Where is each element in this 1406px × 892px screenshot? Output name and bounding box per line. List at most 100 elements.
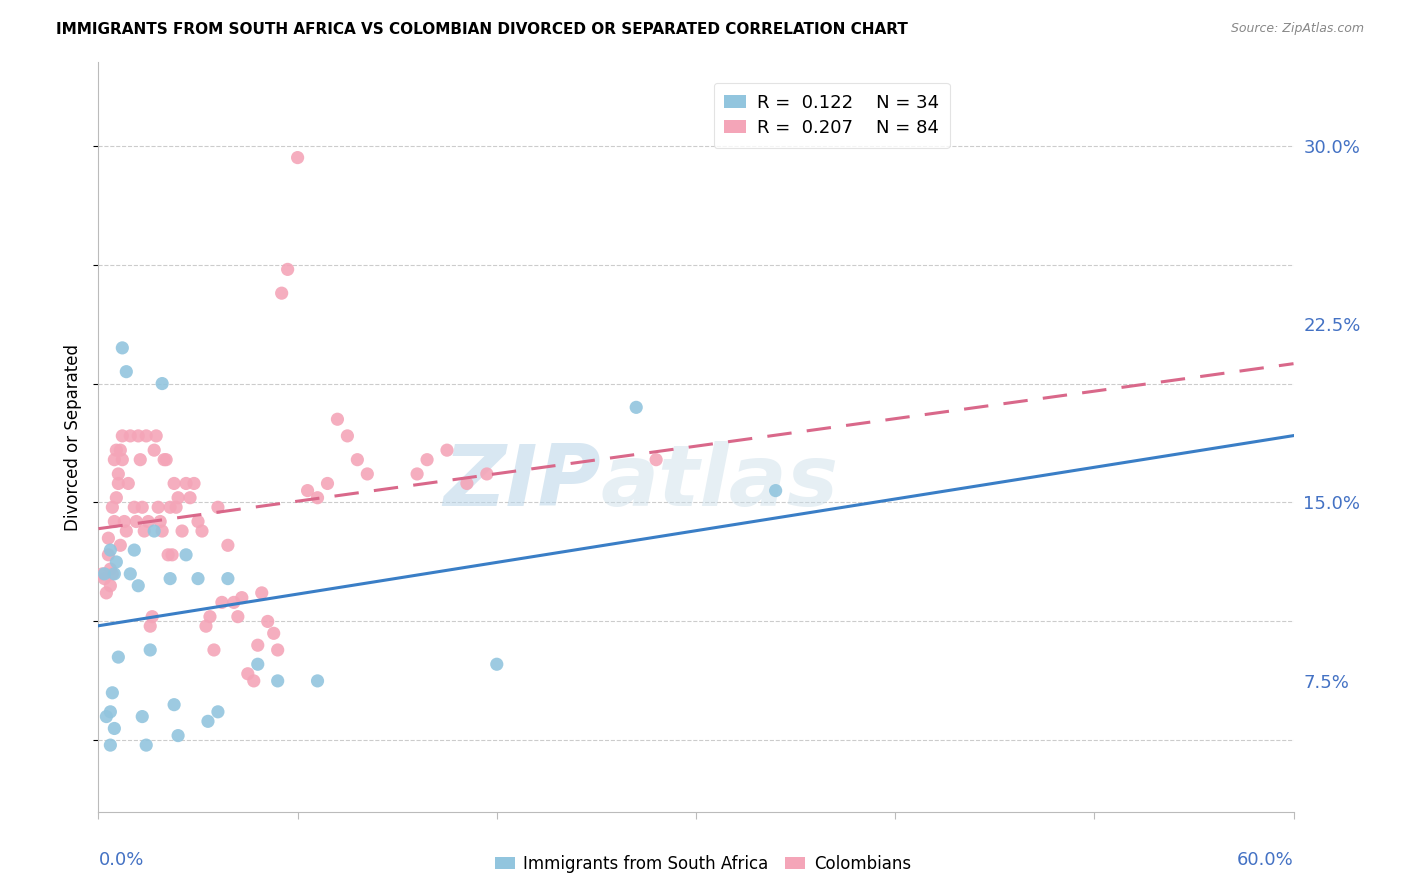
Point: [111, 341, 134, 355]
Point: [98, 705, 122, 719]
Point: [191, 524, 214, 538]
Point: [316, 476, 339, 491]
Point: [135, 429, 157, 443]
Point: [174, 548, 197, 562]
Point: [135, 738, 157, 752]
Point: [267, 643, 290, 657]
Text: ZIP: ZIP: [443, 441, 600, 524]
Point: [197, 714, 219, 729]
Point: [103, 515, 125, 529]
Point: [143, 443, 166, 458]
Point: [157, 548, 180, 562]
Point: [103, 722, 125, 736]
Point: [120, 566, 142, 581]
Point: [105, 443, 128, 458]
Point: [98, 562, 122, 576]
Point: [110, 443, 132, 458]
Point: [103, 566, 125, 581]
Point: [134, 524, 156, 538]
Point: [765, 483, 787, 498]
Point: [97, 531, 120, 545]
Point: [187, 515, 209, 529]
Point: [207, 705, 229, 719]
Point: [101, 686, 124, 700]
Point: [163, 476, 186, 491]
Point: [287, 151, 309, 165]
Point: [207, 500, 229, 515]
Point: [110, 538, 132, 552]
Point: [136, 515, 159, 529]
Point: [159, 500, 181, 515]
Point: [416, 452, 439, 467]
Point: [250, 586, 273, 600]
Point: [124, 543, 146, 558]
Point: [112, 515, 135, 529]
Point: [129, 452, 152, 467]
Point: [98, 738, 122, 752]
Point: [131, 709, 153, 723]
Point: [297, 483, 319, 498]
Point: [91, 566, 114, 581]
Point: [406, 467, 429, 481]
Point: [236, 666, 259, 681]
Point: [167, 729, 190, 743]
Point: [195, 619, 218, 633]
Point: [217, 538, 239, 552]
Point: [141, 609, 163, 624]
Point: [263, 626, 285, 640]
Point: [103, 452, 125, 467]
Point: [97, 548, 120, 562]
Point: [107, 476, 129, 491]
Point: [93, 572, 115, 586]
Point: [125, 515, 148, 529]
Text: 0.0%: 0.0%: [98, 851, 143, 869]
Point: [155, 452, 177, 467]
Point: [645, 452, 668, 467]
Text: 60.0%: 60.0%: [1237, 851, 1294, 869]
Point: [107, 467, 129, 481]
Point: [127, 429, 149, 443]
Point: [326, 412, 349, 426]
Point: [120, 429, 142, 443]
Point: [127, 579, 149, 593]
Point: [226, 609, 249, 624]
Point: [93, 566, 115, 581]
Legend: Immigrants from South Africa, Colombians: Immigrants from South Africa, Colombians: [488, 848, 918, 880]
Point: [107, 650, 129, 665]
Point: [231, 591, 253, 605]
Point: [475, 467, 498, 481]
Text: IMMIGRANTS FROM SOUTH AFRICA VS COLOMBIAN DIVORCED OR SEPARATED CORRELATION CHAR: IMMIGRANTS FROM SOUTH AFRICA VS COLOMBIA…: [56, 22, 908, 37]
Point: [183, 476, 205, 491]
Point: [256, 615, 278, 629]
Point: [143, 524, 166, 538]
Point: [145, 429, 167, 443]
Point: [96, 709, 118, 723]
Point: [436, 443, 458, 458]
Point: [167, 491, 190, 505]
Point: [150, 376, 173, 391]
Point: [160, 548, 183, 562]
Point: [117, 476, 139, 491]
Point: [198, 609, 221, 624]
Text: Source: ZipAtlas.com: Source: ZipAtlas.com: [1230, 22, 1364, 36]
Point: [165, 500, 187, 515]
Point: [211, 595, 233, 609]
Point: [246, 638, 269, 652]
Point: [217, 572, 239, 586]
Point: [307, 491, 329, 505]
Point: [456, 476, 478, 491]
Point: [115, 524, 138, 538]
Point: [98, 543, 122, 558]
Point: [179, 491, 201, 505]
Point: [131, 500, 153, 515]
Point: [163, 698, 186, 712]
Point: [148, 500, 170, 515]
Point: [202, 643, 225, 657]
Point: [346, 452, 368, 467]
Point: [174, 476, 197, 491]
Point: [105, 491, 128, 505]
Point: [267, 673, 290, 688]
Point: [124, 500, 146, 515]
Point: [485, 657, 508, 672]
Point: [105, 555, 128, 569]
